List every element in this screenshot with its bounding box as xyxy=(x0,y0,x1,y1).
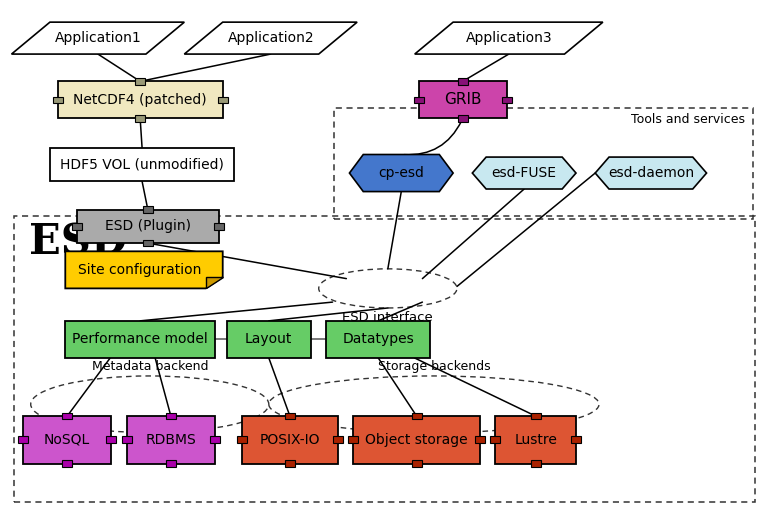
FancyBboxPatch shape xyxy=(52,96,62,103)
Polygon shape xyxy=(595,157,707,189)
Text: ESD interface: ESD interface xyxy=(343,311,433,323)
FancyBboxPatch shape xyxy=(77,210,219,243)
Text: Application1: Application1 xyxy=(55,31,141,45)
FancyBboxPatch shape xyxy=(349,437,358,443)
FancyBboxPatch shape xyxy=(491,437,501,443)
FancyBboxPatch shape xyxy=(127,416,215,464)
FancyBboxPatch shape xyxy=(18,437,28,443)
FancyBboxPatch shape xyxy=(419,81,507,118)
Polygon shape xyxy=(472,157,576,189)
Text: POSIX-IO: POSIX-IO xyxy=(260,433,320,447)
Text: Tools and services: Tools and services xyxy=(631,113,745,126)
FancyBboxPatch shape xyxy=(166,460,176,467)
FancyBboxPatch shape xyxy=(62,413,72,419)
Text: Performance model: Performance model xyxy=(72,332,208,347)
FancyBboxPatch shape xyxy=(210,437,220,443)
FancyBboxPatch shape xyxy=(242,416,338,464)
FancyBboxPatch shape xyxy=(285,460,295,467)
Text: Application3: Application3 xyxy=(465,31,552,45)
FancyBboxPatch shape xyxy=(166,413,176,419)
FancyBboxPatch shape xyxy=(65,321,215,358)
FancyBboxPatch shape xyxy=(531,460,541,467)
Text: Lustre: Lustre xyxy=(515,433,557,447)
FancyBboxPatch shape xyxy=(475,437,485,443)
Polygon shape xyxy=(65,251,223,288)
FancyBboxPatch shape xyxy=(326,321,430,358)
Polygon shape xyxy=(206,277,223,288)
FancyBboxPatch shape xyxy=(353,416,480,464)
Text: Site configuration: Site configuration xyxy=(78,263,201,277)
FancyBboxPatch shape xyxy=(218,96,227,103)
Text: NoSQL: NoSQL xyxy=(44,433,91,447)
FancyBboxPatch shape xyxy=(571,437,581,443)
Text: esd-daemon: esd-daemon xyxy=(607,166,694,180)
FancyBboxPatch shape xyxy=(50,148,234,181)
Text: Datatypes: Datatypes xyxy=(343,332,414,347)
FancyBboxPatch shape xyxy=(333,437,343,443)
FancyBboxPatch shape xyxy=(214,223,224,230)
Polygon shape xyxy=(349,154,453,192)
FancyBboxPatch shape xyxy=(412,413,422,419)
FancyBboxPatch shape xyxy=(458,78,468,84)
Text: HDF5 VOL (unmodified): HDF5 VOL (unmodified) xyxy=(60,158,224,171)
FancyBboxPatch shape xyxy=(23,416,111,464)
FancyBboxPatch shape xyxy=(227,321,311,358)
Text: Layout: Layout xyxy=(245,332,293,347)
FancyBboxPatch shape xyxy=(412,460,422,467)
Text: Application2: Application2 xyxy=(227,31,314,45)
FancyBboxPatch shape xyxy=(135,78,145,84)
FancyBboxPatch shape xyxy=(285,413,295,419)
Text: esd-FUSE: esd-FUSE xyxy=(492,166,557,180)
FancyBboxPatch shape xyxy=(237,437,247,443)
FancyBboxPatch shape xyxy=(58,81,223,118)
FancyBboxPatch shape xyxy=(135,115,145,122)
Text: ESD: ESD xyxy=(29,221,127,264)
FancyBboxPatch shape xyxy=(531,413,541,419)
FancyBboxPatch shape xyxy=(502,96,512,103)
Text: Object storage: Object storage xyxy=(366,433,468,447)
FancyBboxPatch shape xyxy=(106,437,117,443)
FancyBboxPatch shape xyxy=(143,206,153,213)
FancyBboxPatch shape xyxy=(71,223,81,230)
FancyBboxPatch shape xyxy=(414,96,424,103)
Polygon shape xyxy=(415,22,603,54)
Polygon shape xyxy=(184,22,357,54)
FancyBboxPatch shape xyxy=(62,460,72,467)
Text: GRIB: GRIB xyxy=(444,92,482,108)
Text: Metadata backend: Metadata backend xyxy=(91,360,208,373)
FancyBboxPatch shape xyxy=(495,416,576,464)
Text: NetCDF4 (patched): NetCDF4 (patched) xyxy=(74,93,207,107)
Text: cp-esd: cp-esd xyxy=(379,166,424,180)
FancyBboxPatch shape xyxy=(121,437,132,443)
Text: RDBMS: RDBMS xyxy=(145,433,197,447)
Polygon shape xyxy=(12,22,184,54)
Text: ESD (Plugin): ESD (Plugin) xyxy=(105,219,190,233)
FancyBboxPatch shape xyxy=(458,115,468,122)
FancyBboxPatch shape xyxy=(143,239,153,246)
Text: Storage backends: Storage backends xyxy=(378,360,490,373)
